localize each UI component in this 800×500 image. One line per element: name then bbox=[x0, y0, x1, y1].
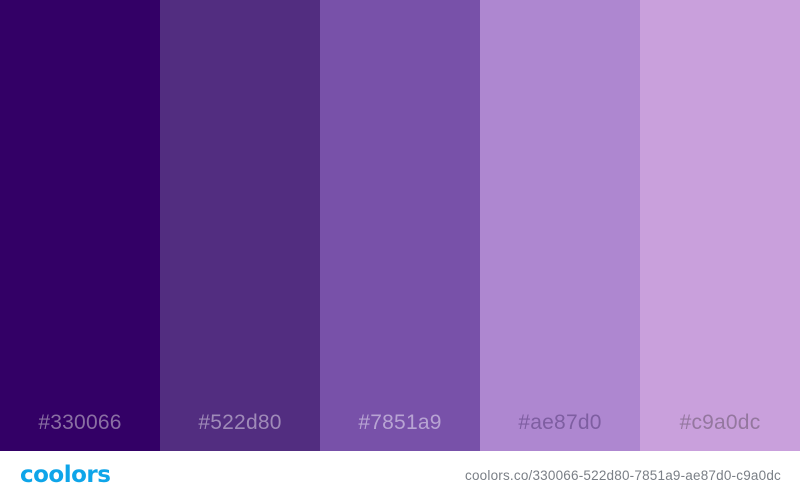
swatch-hex-label: #7851a9 bbox=[358, 411, 442, 434]
swatch-2[interactable]: #522d80 bbox=[160, 0, 320, 451]
footer-bar: coolors coolors.co/330066-522d80-7851a9-… bbox=[0, 451, 800, 500]
swatch-hex-label: #522d80 bbox=[198, 411, 282, 434]
palette-url-link[interactable]: coolors.co/330066-522d80-7851a9-ae87d0-c… bbox=[465, 468, 781, 483]
logo-text: coolors bbox=[20, 462, 111, 488]
color-palette: #330066 #522d80 #7851a9 #ae87d0 #c9a0dc bbox=[0, 0, 800, 451]
swatch-hex-label: #330066 bbox=[38, 411, 122, 434]
swatch-hex-label: #c9a0dc bbox=[679, 411, 761, 434]
coolors-logo[interactable]: coolors bbox=[20, 462, 111, 488]
swatch-3[interactable]: #7851a9 bbox=[320, 0, 480, 451]
swatch-5[interactable]: #c9a0dc bbox=[640, 0, 800, 451]
swatch-1[interactable]: #330066 bbox=[0, 0, 160, 451]
swatch-hex-label: #ae87d0 bbox=[518, 411, 602, 434]
swatch-4[interactable]: #ae87d0 bbox=[480, 0, 640, 451]
